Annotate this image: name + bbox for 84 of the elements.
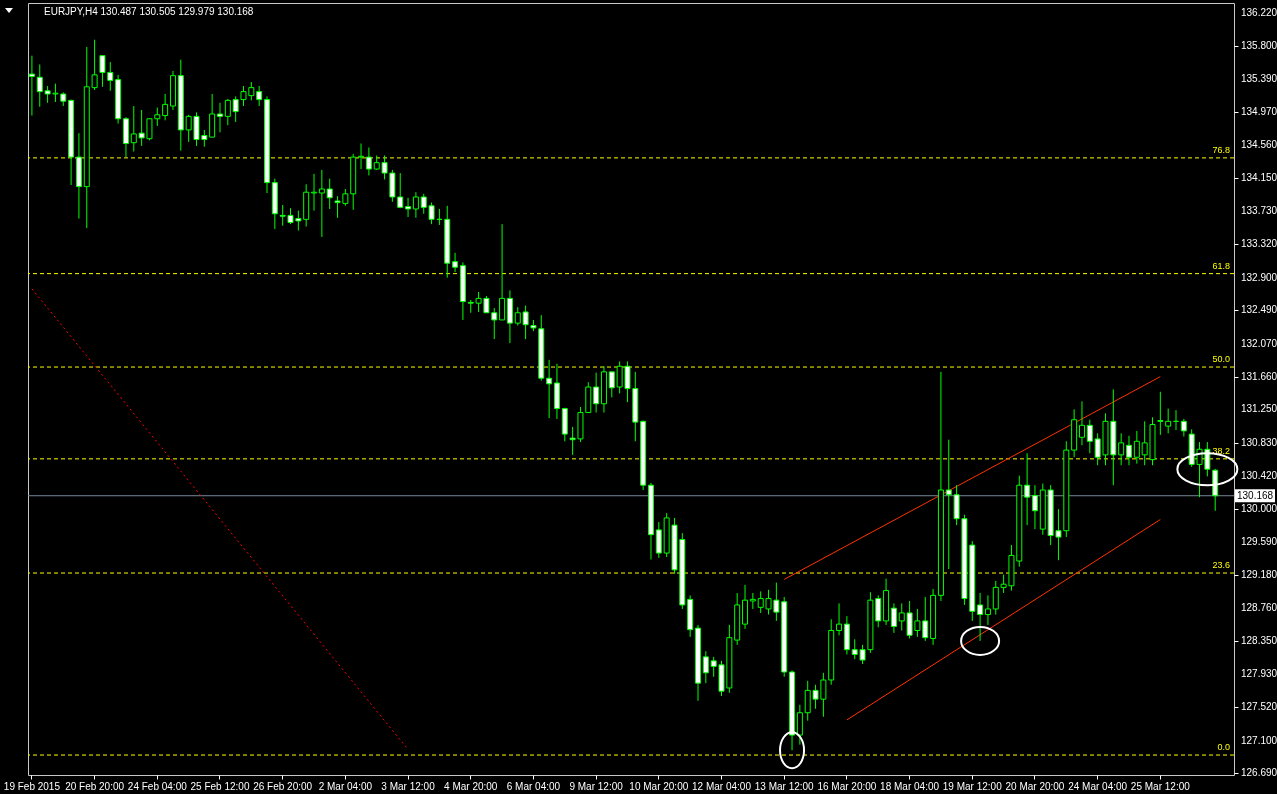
y-tick-label: 131.660 — [1241, 370, 1277, 382]
y-tick-label: 132.070 — [1241, 337, 1277, 349]
y-tick-label: 128.350 — [1241, 634, 1277, 646]
x-tick-label: 2 Mar 04:00 — [318, 780, 373, 792]
x-tick-label: 10 Mar 20:00 — [629, 780, 689, 792]
y-tick-label: 130.000 — [1241, 503, 1277, 515]
y-tick-label: 127.100 — [1241, 734, 1277, 746]
x-tick-label: 20 Feb 20:00 — [65, 780, 125, 792]
y-tick-label: 131.250 — [1241, 403, 1277, 415]
candlestick — [796, 704, 803, 746]
candlestick — [1024, 452, 1031, 526]
candlestick — [405, 197, 412, 218]
candlestick — [1118, 432, 1125, 466]
x-tick-label: 19 Feb 2015 — [3, 780, 61, 792]
x-tick-label: 19 Mar 12:00 — [942, 780, 1003, 792]
annotation: 23.6 — [1212, 560, 1230, 571]
y-tick-label: 127.520 — [1241, 701, 1277, 713]
y-tick-label: 135.800 — [1241, 40, 1277, 52]
candlestick — [318, 169, 325, 238]
x-tick-label: 20 Mar 20:00 — [1005, 780, 1065, 792]
candlestick — [1133, 430, 1140, 465]
x-tick-label: 26 Feb 20:00 — [253, 780, 313, 792]
candlestick — [702, 650, 709, 684]
annotation: 0.0 — [1217, 742, 1230, 753]
y-tick-label: 129.590 — [1241, 535, 1277, 547]
x-tick-label: 24 Feb 04:00 — [127, 780, 188, 792]
x-tick-label: 3 Mar 12:00 — [381, 780, 436, 792]
y-tick-label: 132.900 — [1241, 271, 1277, 283]
candlestick — [1031, 484, 1038, 530]
candlestick — [546, 359, 553, 419]
candlestick — [499, 223, 506, 321]
y-tick-label: 133.730 — [1241, 205, 1277, 217]
y-tick-label: 130.420 — [1241, 469, 1277, 481]
candlestick — [984, 594, 991, 626]
candlestick — [256, 85, 263, 107]
candlestick — [749, 592, 756, 610]
y-tick-label: 130.830 — [1241, 436, 1277, 448]
candlestick — [977, 592, 984, 642]
candlestick — [311, 173, 318, 212]
x-tick-label: 25 Feb 12:00 — [190, 780, 250, 792]
x-tick-label: 24 Mar 04:00 — [1068, 780, 1128, 792]
x-tick-label: 6 Mar 04:00 — [506, 780, 561, 792]
candlestick — [1157, 391, 1164, 436]
candlestick — [209, 93, 216, 138]
candlestick — [742, 584, 749, 630]
x-tick-label: 4 Mar 20:00 — [444, 780, 498, 792]
candlestick — [224, 98, 231, 126]
annotation: 50.0 — [1212, 354, 1230, 365]
candlestick — [1078, 400, 1085, 446]
candlestick — [358, 143, 365, 170]
candlestick — [655, 521, 662, 559]
y-tick-label: 128.760 — [1241, 602, 1277, 614]
x-tick-label: 18 Mar 04:00 — [880, 780, 940, 792]
y-tick-label: 134.560 — [1241, 139, 1277, 151]
x-tick-label: 25 Mar 12:00 — [1130, 780, 1191, 792]
candlestick — [890, 602, 897, 634]
y-tick-label: 132.490 — [1241, 304, 1277, 316]
candlestick — [1165, 408, 1172, 434]
candlestick — [412, 191, 419, 219]
y-tick-label: 127.930 — [1241, 668, 1277, 680]
candlestick — [326, 178, 333, 210]
y-tick-label: 134.970 — [1241, 106, 1277, 118]
candlestick — [593, 372, 600, 414]
annotation: 76.8 — [1212, 144, 1230, 155]
x-tick-label: 9 Mar 12:00 — [569, 780, 624, 792]
y-tick-label: 133.320 — [1241, 238, 1277, 250]
y-tick-label: 134.150 — [1241, 171, 1277, 183]
candlestick — [452, 252, 459, 273]
x-tick-label: 12 Mar 04:00 — [692, 780, 752, 792]
y-tick-label: 126.690 — [1241, 767, 1277, 779]
y-tick-label: 136.220 — [1241, 6, 1277, 18]
candlestick — [836, 602, 843, 636]
annotation: 61.8 — [1212, 260, 1230, 271]
x-tick-label: 16 Mar 20:00 — [817, 780, 877, 792]
candlestick — [28, 55, 35, 117]
x-tick-label: 13 Mar 12:00 — [754, 780, 815, 792]
candlestick — [365, 147, 372, 176]
y-tick-label: 135.390 — [1241, 72, 1277, 84]
ref-line-label: 130.168 — [1237, 489, 1274, 501]
candlestick — [162, 93, 169, 121]
y-tick-label: 129.180 — [1241, 568, 1277, 580]
candlestick — [216, 102, 223, 133]
candlestick — [1125, 435, 1132, 466]
chart-title: EURJPY,H4 130.487 130.505 129.979 130.168 — [44, 6, 254, 17]
